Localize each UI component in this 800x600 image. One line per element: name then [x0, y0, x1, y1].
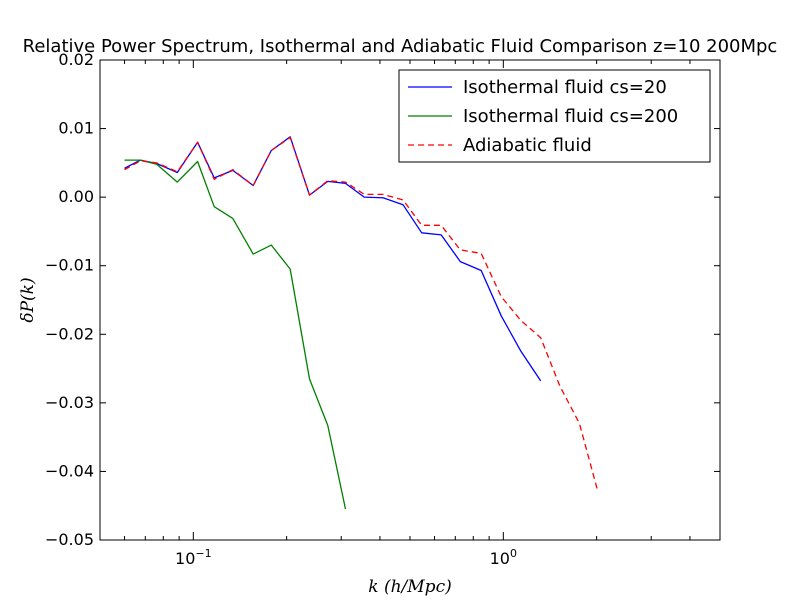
- y-tick-label: 0.02: [58, 50, 94, 69]
- series-line-1: [124, 159, 347, 510]
- legend: Isothermal fluid cs=20 Isothermal fluid c…: [398, 69, 711, 163]
- series-group: [124, 136, 599, 510]
- y-axis-label: δP(k): [18, 277, 38, 322]
- y-tick-label: −0.02: [45, 324, 94, 343]
- y-tick-label: −0.04: [45, 461, 94, 480]
- y-tick-label: 0.00: [58, 187, 94, 206]
- x-tick-label: 100: [490, 547, 517, 568]
- y-tick-label: 0.01: [58, 119, 94, 138]
- x-axis-label: k (h/Mpc): [368, 577, 451, 597]
- legend-label-1: Isothermal fluid cs=200: [463, 106, 678, 127]
- series-line-0: [124, 136, 542, 382]
- series-line-2: [124, 136, 599, 493]
- legend-label-0: Isothermal fluid cs=20: [463, 77, 667, 98]
- legend-label-2: Adiabatic fluid: [463, 135, 592, 156]
- y-tick-label: −0.03: [45, 393, 94, 412]
- y-tick-label: −0.05: [45, 530, 94, 549]
- y-tick-label: −0.01: [45, 256, 94, 275]
- x-tick-label: 10−1: [175, 547, 212, 568]
- chart-title: Relative Power Spectrum, Isothermal and …: [23, 36, 778, 57]
- axes: 0.02 0.01 0.00 −0.01 −0.02 −0.03 −0.04 −0.05 10−…: [45, 50, 721, 568]
- plot-area: [124, 136, 599, 510]
